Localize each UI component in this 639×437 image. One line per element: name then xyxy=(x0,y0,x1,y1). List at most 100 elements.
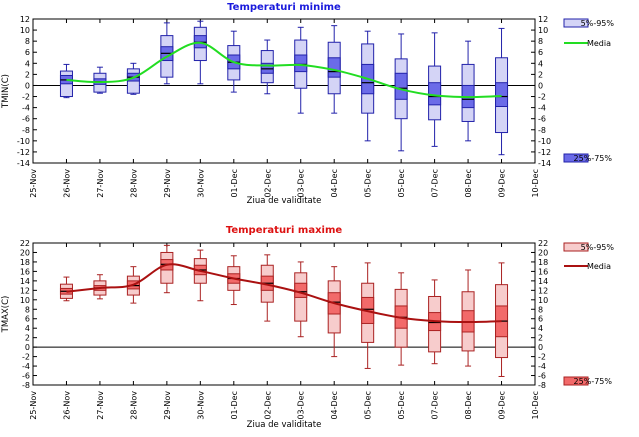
x-axis-label: Ziua de validitate xyxy=(247,420,322,430)
box-8 xyxy=(294,26,308,114)
y-tick-label-right: 22 xyxy=(538,239,548,248)
y-axis-label: TMIN(C) xyxy=(1,74,11,109)
box-1 xyxy=(59,63,73,99)
legend-label-p5-p95: 5%-95% xyxy=(581,19,615,28)
y-tick-label-right: -6 xyxy=(538,115,546,124)
legend-swatch-p5-p95 xyxy=(563,242,589,252)
y-tick-label-left: 4 xyxy=(25,59,30,68)
y-tick-label-right: 8 xyxy=(538,37,543,46)
y-tick-label-right: -10 xyxy=(538,137,551,146)
y-tick-label-right: -6 xyxy=(538,372,546,381)
x-tick-label: 10-Dec xyxy=(531,391,540,420)
x-tick-label: 09-Dec xyxy=(498,391,507,420)
box-9 xyxy=(327,266,341,358)
x-tick-label: 26-Nov xyxy=(62,391,71,420)
y-tick-label-right: 4 xyxy=(538,59,543,68)
x-tick-label: 01-Dec xyxy=(230,391,239,420)
y-tick-label-left: 0 xyxy=(25,81,30,90)
legend-label-mean: Media xyxy=(587,262,611,271)
legend-label-p25-p75: 25%-75% xyxy=(574,377,613,386)
x-tick-label: 29-Nov xyxy=(163,391,172,420)
y-tick-label-left: 4 xyxy=(25,324,30,333)
box-p25-p75 xyxy=(394,72,408,100)
y-tick-label-left: 18 xyxy=(20,258,30,267)
y-tick-label-left: -12 xyxy=(17,148,30,157)
box-10 xyxy=(361,262,375,369)
box-4 xyxy=(160,244,174,294)
y-tick-label-left: 6 xyxy=(25,48,30,57)
y-tick-label-right: 12 xyxy=(538,286,548,295)
y-tick-label-left: 12 xyxy=(20,286,30,295)
chart-panel-2: Temperaturi maxime-8 -8-6 -6-4 -4-2 -20 02 24 4… xyxy=(1,225,614,430)
x-tick-label: 09-Dec xyxy=(498,169,507,198)
legend-label-mean: Media xyxy=(587,39,611,48)
x-tick-label: 28-Nov xyxy=(129,391,138,420)
box-5 xyxy=(193,249,207,302)
box-1 xyxy=(59,276,73,302)
y-tick-label-right: 10 xyxy=(538,296,548,305)
box-11 xyxy=(394,33,408,152)
legend-label-p25-p75: 25%-75% xyxy=(574,154,613,163)
box-14 xyxy=(495,262,509,377)
legend-swatch-p25-p75 xyxy=(563,376,589,386)
x-tick-label: 08-Dec xyxy=(464,169,473,198)
y-tick-label-right: 12 xyxy=(538,15,548,24)
x-tick-label: 28-Nov xyxy=(129,169,138,198)
mean-line xyxy=(66,41,502,99)
x-tick-label: 27-Nov xyxy=(96,169,105,198)
box-8 xyxy=(294,261,308,338)
x-tick-label: 26-Nov xyxy=(62,169,71,198)
y-tick-label-left: 8 xyxy=(25,37,30,46)
y-tick-label-left: 14 xyxy=(20,277,30,286)
y-tick-label-left: -8 xyxy=(22,381,30,390)
x-tick-label: 02-Dec xyxy=(263,169,272,198)
x-tick-label: 04-Dec xyxy=(330,391,339,420)
y-tick-label-left: 2 xyxy=(25,70,30,79)
x-tick-label: 03-Dec xyxy=(297,169,306,198)
y-tick-label-left: 0 xyxy=(25,343,30,352)
y-axis-label: TMAX(C) xyxy=(1,296,11,334)
y-tick-label-right: 6 xyxy=(538,315,543,324)
y-tick-label-right: 18 xyxy=(538,258,548,267)
y-tick-label-right: -4 xyxy=(538,362,546,371)
y-tick-label-left: -6 xyxy=(22,372,30,381)
legend: 5%-95% Media 25%-75% xyxy=(563,242,615,386)
y-tick-label-right: 6 xyxy=(538,48,543,57)
box-14 xyxy=(495,27,509,156)
y-tick-label-right: 0 xyxy=(538,343,543,352)
y-tick-label-right: 8 xyxy=(538,305,543,314)
legend-swatch-p5-p95 xyxy=(563,18,589,28)
y-tick-label-left: 16 xyxy=(20,267,30,276)
y-tick-label-left: -2 xyxy=(22,353,30,362)
box-10 xyxy=(361,30,375,142)
box-9 xyxy=(327,25,341,114)
chart-panel-1: Temperaturi minime -14 -14 -12 -12 -10 -10 -8 -8… xyxy=(1,2,614,206)
x-tick-label: 05-Dec xyxy=(364,169,373,198)
y-tick-label-left: -6 xyxy=(22,115,30,124)
box-12 xyxy=(428,32,442,147)
mean-line xyxy=(66,263,502,324)
legend-label-p5-p95: 5%-95% xyxy=(581,243,615,252)
box-7 xyxy=(260,39,274,95)
x-tick-label: 27-Nov xyxy=(96,391,105,420)
y-tick-label-right: -12 xyxy=(538,148,551,157)
y-tick-label-left: -8 xyxy=(22,126,30,135)
plot-frame xyxy=(32,18,536,164)
box-13 xyxy=(461,40,475,142)
y-tick-label-right: 16 xyxy=(538,267,548,276)
y-tick-label-left: 10 xyxy=(20,296,30,305)
x-tick-label: 05-Dec xyxy=(397,169,406,198)
x-tick-label: 07-Dec xyxy=(431,391,440,420)
y-tick-label-right: 14 xyxy=(538,277,548,286)
y-tick-label-left: 6 xyxy=(25,315,30,324)
x-tick-label: 02-Dec xyxy=(263,391,272,420)
y-tick-label-left: -4 xyxy=(22,362,30,371)
y-tick-label-left: -10 xyxy=(17,137,30,146)
y-tick-label-right: -8 xyxy=(538,381,546,390)
x-tick-label: 08-Dec xyxy=(464,391,473,420)
x-tick-label: 29-Nov xyxy=(163,169,172,198)
y-tick-label-right: -8 xyxy=(538,126,546,135)
y-tick-label-right: 10 xyxy=(538,26,548,35)
x-tick-label: 01-Dec xyxy=(230,169,239,198)
